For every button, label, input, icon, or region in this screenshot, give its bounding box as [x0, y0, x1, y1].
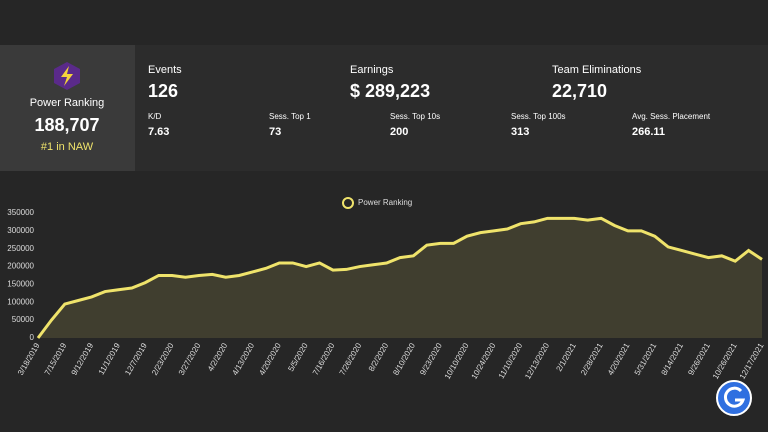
stat-label: Earnings	[350, 64, 394, 76]
stats: Events 126 Earnings $ 289,223 Team Eliminati…	[148, 64, 711, 138]
legend-marker	[342, 197, 354, 209]
stat-value: 266.11	[632, 126, 665, 138]
y-tick-label: 350000	[7, 208, 34, 217]
y-tick-label: 100000	[7, 297, 34, 306]
legend-label: Power Ranking	[358, 198, 412, 207]
line	[36, 216, 763, 339]
stat-label: Avg. Sess. Placement	[632, 112, 711, 121]
site-logo-mark	[723, 386, 746, 408]
stat-label: Sess. Top 100s	[511, 112, 566, 121]
stat-value: 126	[148, 81, 178, 101]
stat-label: K/D	[148, 112, 162, 121]
y-tick-label: 150000	[7, 280, 34, 289]
y-tick-label: 50000	[12, 315, 35, 324]
ranking-label: Power Ranking	[30, 97, 105, 109]
stat-value: 73	[269, 126, 281, 138]
stat-label: Team Eliminations	[552, 64, 642, 76]
stat-value: 200	[390, 126, 408, 138]
y-tick-label: 250000	[7, 244, 34, 253]
stat-label: Sess. Top 1	[269, 112, 311, 121]
stat-value: $ 289,223	[350, 81, 430, 101]
y-tick-label: 200000	[7, 262, 34, 271]
bolt-icon	[61, 66, 73, 86]
stat-value: 313	[511, 126, 529, 138]
ranking-value: 188,707	[34, 115, 99, 135]
stat-label: Sess. Top 10s	[390, 112, 440, 121]
y-tick-label: 0	[30, 333, 35, 342]
stat-value: 22,710	[552, 81, 607, 101]
ranking-rank: #1 in NAW	[41, 141, 94, 153]
stat-value: 7.63	[148, 126, 169, 138]
stat-label: Events	[148, 64, 182, 76]
area	[38, 218, 762, 338]
y-tick-label: 300000	[7, 226, 34, 235]
site-logo	[716, 380, 752, 416]
